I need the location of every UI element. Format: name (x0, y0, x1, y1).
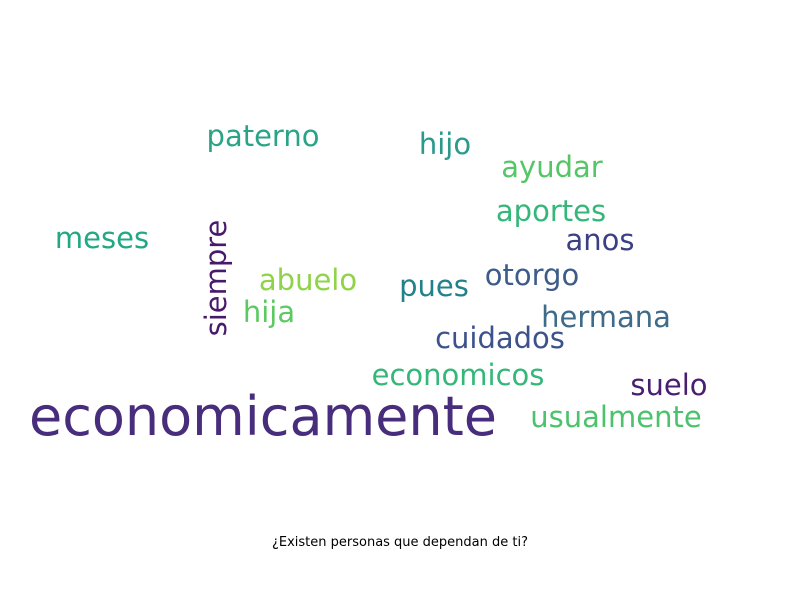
word-meses: meses (55, 221, 149, 255)
word-aportes: aportes (496, 194, 606, 228)
word-otorgo: otorgo (485, 258, 579, 292)
word-anos: anos (565, 223, 634, 257)
word-siempre: siempre (199, 220, 233, 337)
word-ayudar: ayudar (501, 150, 602, 184)
word-economicos: economicos (372, 358, 545, 392)
word-hijo: hijo (419, 127, 471, 161)
word-hija: hija (243, 295, 295, 329)
word-cuidados: cuidados (435, 321, 565, 355)
word-hermana: hermana (541, 300, 671, 334)
word-suelo: suelo (630, 368, 707, 402)
word-pues: pues (399, 269, 469, 303)
chart-caption: ¿Existen personas que dependan de ti? (271, 535, 529, 550)
word-abuelo: abuelo (259, 263, 357, 297)
word-paterno: paterno (207, 119, 320, 153)
word-usualmente: usualmente (530, 400, 701, 434)
word-economicamente: economicamente (29, 385, 497, 448)
